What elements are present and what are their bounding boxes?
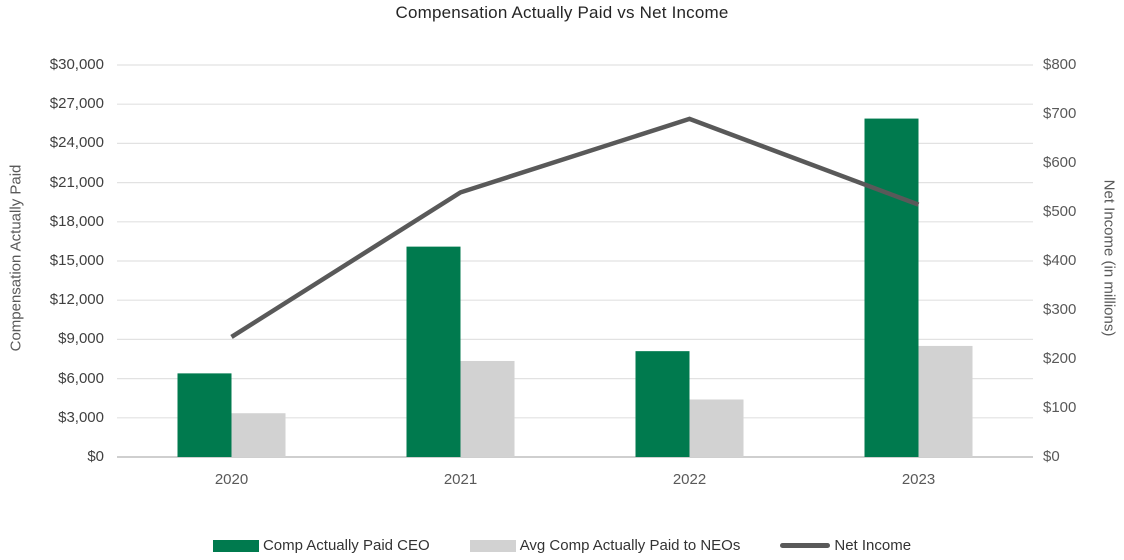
bar-ceo-2022 — [635, 351, 690, 457]
left-axis-tick: $18,000 — [49, 212, 104, 230]
right-axis-tick: $0 — [1043, 448, 1060, 465]
left-axis-tick: $6,000 — [58, 369, 104, 387]
left-axis-tick: $15,000 — [49, 252, 104, 269]
net-income-line — [230, 116, 920, 339]
right-axis-tick: $700 — [1043, 105, 1077, 122]
bar-neos-2021 — [460, 360, 515, 457]
left-axis-tick: $9,000 — [58, 330, 104, 348]
legend-item-neos: Avg Comp Actually Paid to NEOs — [469, 537, 741, 554]
bar-neos-2022 — [689, 399, 744, 457]
chart-title: Compensation Actually Paid vs Net Income — [395, 3, 729, 22]
right-axis-tick: $600 — [1043, 154, 1077, 171]
left-axis-tick: $21,000 — [49, 173, 104, 191]
bar-neos-2020 — [231, 413, 286, 457]
right-axis-tick: $500 — [1043, 203, 1077, 220]
legend: Comp Actually Paid CEO Avg Comp Actually … — [0, 537, 1124, 554]
legend-bar-swatch — [469, 539, 516, 552]
legend-item-net-income: Net Income — [780, 537, 911, 554]
right-axis-tick: $100 — [1043, 399, 1077, 416]
bar-neos-2023 — [918, 345, 973, 457]
legend-label: Net Income — [834, 537, 912, 554]
bar-ceo-2021 — [406, 246, 461, 457]
legend-label: Comp Actually Paid CEO — [262, 537, 430, 554]
bar-ceo-2020 — [177, 373, 232, 457]
legend-label: Avg Comp Actually Paid to NEOs — [519, 537, 741, 554]
left-axis-tick: $3,000 — [58, 408, 104, 426]
x-axis-label-2022: 2022 — [672, 471, 707, 488]
right-axis-title: Net Income (in millions) — [1100, 179, 1118, 337]
x-axis-label-2020: 2020 — [214, 471, 249, 488]
legend-item-ceo: Comp Actually Paid CEO — [212, 537, 430, 554]
legend-bar-swatch — [212, 539, 259, 552]
right-axis-tick: $800 — [1043, 56, 1077, 73]
left-axis-tick: $0 — [87, 448, 104, 465]
right-axis-tick: $300 — [1043, 301, 1077, 318]
x-axis-label-2021: 2021 — [443, 471, 478, 488]
legend-line-swatch — [780, 543, 831, 548]
left-axis-tick: $12,000 — [49, 291, 104, 309]
right-axis-tick: $400 — [1043, 252, 1077, 269]
left-axis-tick: $30,000 — [49, 56, 104, 73]
bar-ceo-2023 — [864, 118, 919, 457]
left-axis-tick: $24,000 — [49, 134, 104, 152]
right-axis-tick: $200 — [1043, 350, 1077, 367]
left-axis-tick: $27,000 — [49, 95, 104, 113]
x-axis-label-2023: 2023 — [901, 471, 936, 488]
